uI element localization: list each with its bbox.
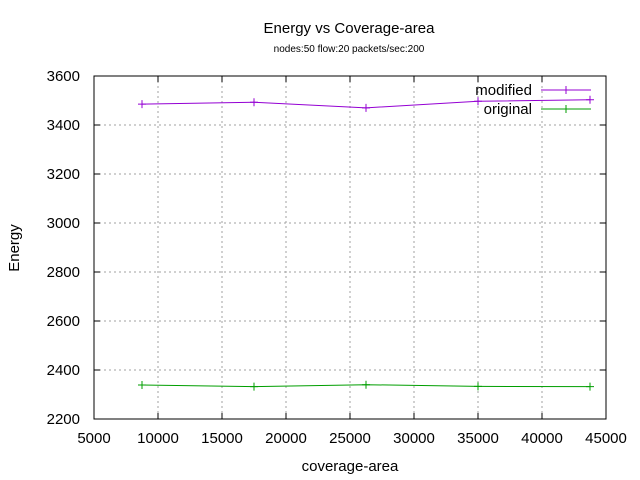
grid	[93, 75, 607, 420]
y-tick-label: 3200	[47, 166, 80, 183]
data-point-modified	[586, 95, 594, 104]
x-axis-label: coverage-area	[302, 458, 399, 475]
y-axis-label: Energy	[6, 224, 23, 272]
data-point-modified	[474, 97, 482, 106]
x-tick-label: 20000	[265, 430, 307, 447]
data-point-modified	[362, 103, 370, 112]
legend: modified original	[475, 82, 591, 118]
data-point-modified	[250, 98, 258, 107]
x-tick-label: 10000	[137, 430, 179, 447]
y-tick-label: 2800	[47, 264, 80, 281]
x-tick-label: 40000	[521, 430, 563, 447]
legend-marker-original	[562, 105, 570, 113]
data-point-original	[138, 380, 146, 389]
chart-subtitle: nodes:50 flow:20 packets/sec:200	[274, 44, 425, 55]
legend-label-original: original	[484, 101, 532, 118]
legend-label-modified: modified	[475, 82, 532, 99]
x-tick-label: 45000	[585, 430, 627, 447]
y-tick-label: 2200	[47, 411, 80, 428]
x-tick-label: 5000	[77, 430, 110, 447]
y-tick-label: 3400	[47, 117, 80, 134]
data-point-modified	[138, 100, 146, 109]
x-tick-label: 35000	[457, 430, 499, 447]
data-point-original	[362, 380, 370, 389]
tick-labels: 5000 10000 15000 20000 25000 30000 35000 40000 4…	[47, 68, 627, 447]
y-tick-label: 3600	[47, 68, 80, 85]
x-tick-label: 25000	[329, 430, 371, 447]
x-tick-label: 30000	[393, 430, 435, 447]
y-tick-label: 2600	[47, 313, 80, 330]
chart-title: Energy vs Coverage-area	[264, 20, 436, 37]
data-point-original	[250, 382, 258, 391]
data-point-original	[586, 382, 594, 391]
legend-marker-modified	[562, 86, 570, 94]
y-tick-label: 2400	[47, 362, 80, 379]
series-layer	[138, 95, 594, 391]
plot-frame	[93, 75, 607, 420]
y-tick-label: 3000	[47, 215, 80, 232]
x-tick-label: 15000	[201, 430, 243, 447]
data-point-original	[474, 382, 482, 391]
